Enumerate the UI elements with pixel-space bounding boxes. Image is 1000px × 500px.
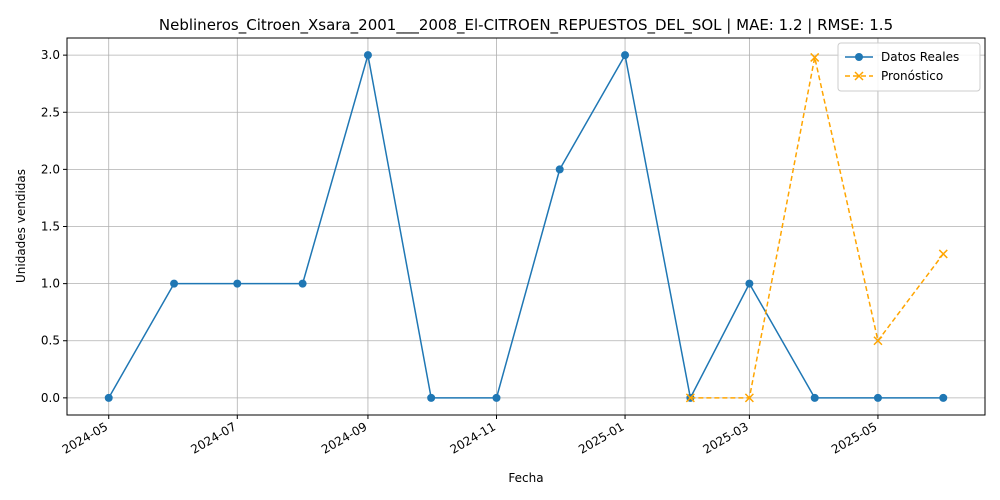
data-point-pronostico [873, 336, 883, 346]
x-tick-label: 2024-05 [60, 419, 110, 456]
y-tick-label: 1.0 [41, 277, 60, 291]
data-point-datos-reales [873, 393, 882, 402]
legend-marker-datos-reales [855, 53, 863, 61]
data-point-datos-reales [104, 393, 113, 402]
chart-title: Neblineros_Citroen_Xsara_2001___2008_El-… [159, 16, 893, 35]
x-axis: 2024-05 2024-07 2024-09 2024-11 2025-01 2025-… [60, 415, 879, 457]
y-tick-label: 3.0 [41, 48, 60, 62]
data-point-pronostico [810, 52, 820, 62]
legend-box [837, 42, 981, 92]
legend-label-pronostico: Pronóstico [881, 69, 943, 83]
data-point-pronostico [744, 393, 754, 403]
x-tick-label: 2025-01 [576, 419, 626, 456]
x-axis-label: Fecha [508, 471, 543, 485]
series-line-datos-reales [108, 54, 944, 399]
data-point-datos-reales [621, 51, 630, 60]
y-tick-label: 2.0 [41, 162, 60, 176]
y-axis: 0.0 0.5 1.0 1.5 2.0 2.5 3.0 [41, 48, 67, 405]
data-point-datos-reales [427, 393, 436, 402]
x-tick-label: 2024-11 [448, 419, 498, 456]
legend-marker-pronostico [854, 71, 864, 81]
x-tick-label: 2024-07 [188, 419, 238, 456]
x-tick-label: 2025-03 [700, 419, 750, 456]
data-point-datos-reales [492, 393, 501, 402]
data-point-datos-reales [939, 393, 948, 402]
x-tick-label: 2024-09 [319, 419, 369, 456]
x-tick-label: 2025-05 [829, 419, 879, 456]
data-point-pronostico [938, 249, 948, 259]
y-tick-label: 0.0 [41, 391, 60, 405]
data-point-datos-reales [745, 279, 754, 288]
data-point-datos-reales [555, 165, 564, 174]
data-point-datos-reales [298, 279, 307, 288]
data-point-datos-reales [170, 279, 179, 288]
legend: Datos Reales Pronóstico [837, 42, 981, 92]
y-tick-label: 1.5 [41, 220, 60, 234]
y-tick-label: 2.5 [41, 105, 60, 119]
data-point-datos-reales [363, 51, 372, 60]
legend-label-datos-reales: Datos Reales [881, 50, 959, 64]
data-point-datos-reales [233, 279, 242, 288]
data-point-pronostico [685, 393, 695, 403]
y-tick-label: 0.5 [41, 334, 60, 348]
grid-lines [67, 38, 985, 415]
series-layer [104, 51, 948, 403]
series-line-pronostico [690, 56, 944, 399]
data-point-datos-reales [810, 393, 819, 402]
y-axis-label: Unidades vendidas [14, 169, 28, 283]
